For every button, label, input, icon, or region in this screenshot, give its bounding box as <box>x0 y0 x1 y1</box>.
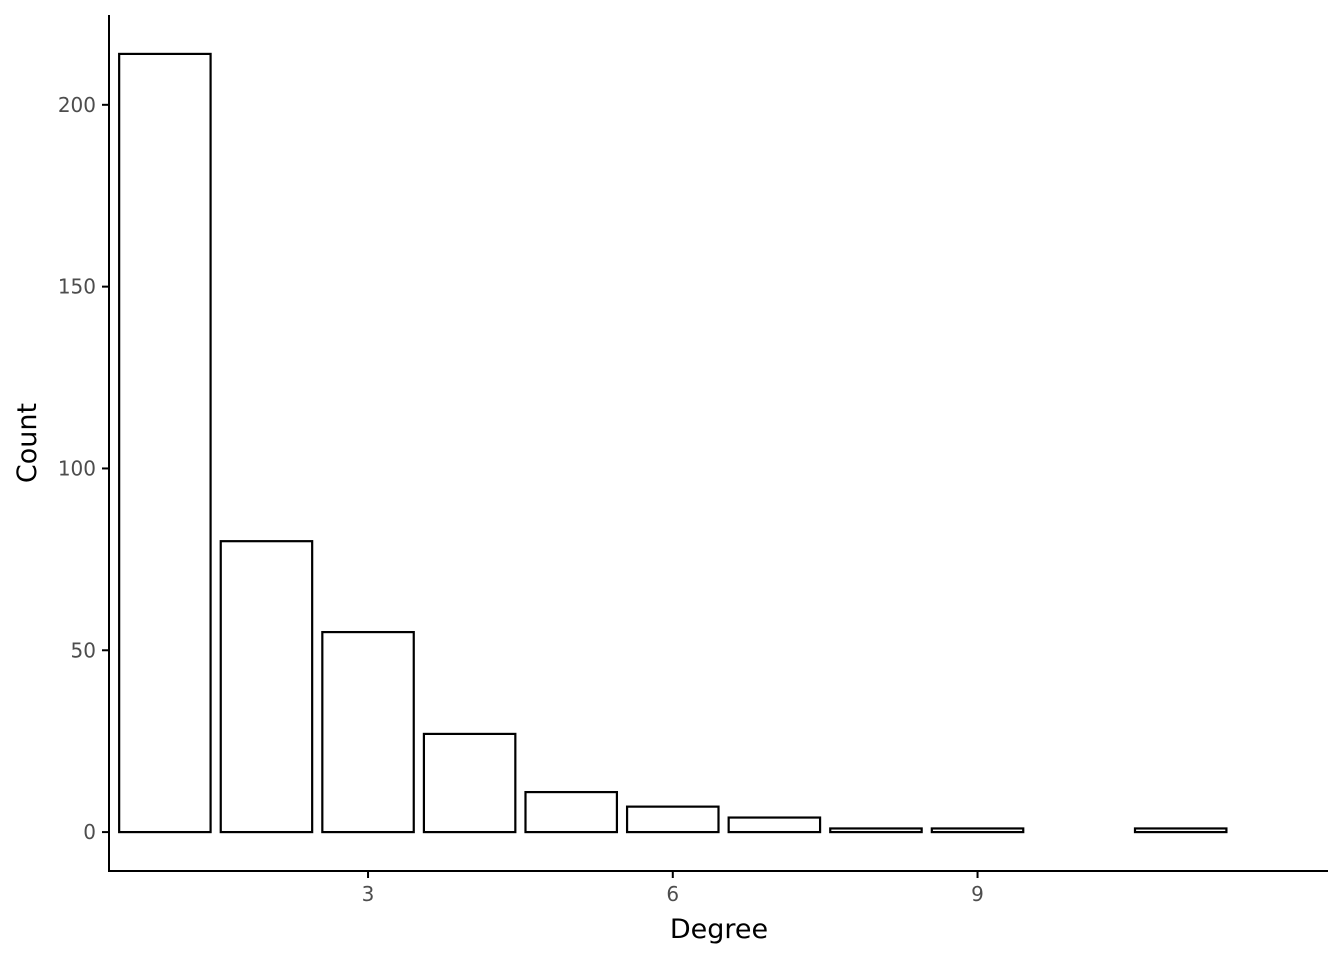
bar-degree-5 <box>524 790 619 834</box>
x-tick-label: 3 <box>362 882 375 906</box>
y-tick-label: 150 <box>58 275 96 299</box>
bar-degree-2 <box>219 540 314 834</box>
bar-degree-3 <box>321 630 415 834</box>
bar-degree-11 <box>1133 827 1228 834</box>
y-tick-label: 50 <box>71 638 96 662</box>
bars-group <box>118 52 1228 834</box>
x-axis-ticks: 3 6 9 <box>362 871 984 906</box>
bar-degree-1 <box>118 52 212 834</box>
y-axis-ticks: 0 50 100 150 200 <box>58 93 109 844</box>
x-tick-label: 6 <box>666 882 679 906</box>
bar-degree-9 <box>930 827 1025 834</box>
x-axis-title: Degree <box>670 914 768 945</box>
bar-degree-7 <box>727 816 822 834</box>
y-axis-title: Count <box>12 403 43 483</box>
bar-degree-8 <box>829 827 923 834</box>
y-tick-label: 200 <box>58 93 96 117</box>
y-tick-label: 100 <box>58 456 96 480</box>
y-tick-label: 0 <box>83 820 96 844</box>
x-tick-label: 9 <box>971 882 984 906</box>
bar-degree-4 <box>422 732 517 834</box>
bar-degree-6 <box>625 805 720 834</box>
